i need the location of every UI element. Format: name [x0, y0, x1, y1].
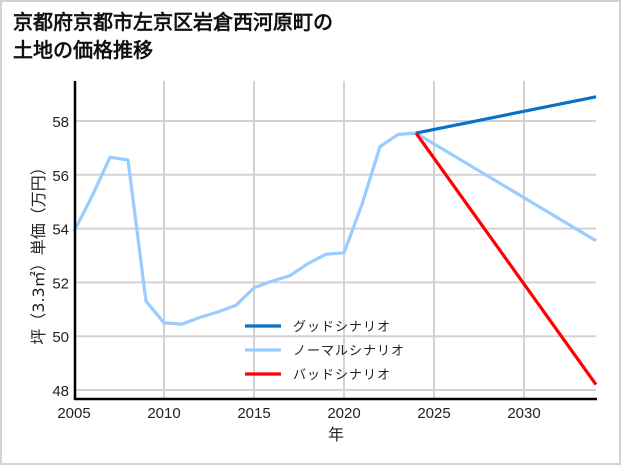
- series-line-2: [414, 132, 598, 386]
- x-axis-label: 年: [328, 425, 344, 444]
- legend-label: バッドシナリオ: [293, 368, 391, 383]
- x-tick-label: 2020: [327, 405, 360, 422]
- series-line-1: [72, 131, 597, 326]
- legend-label: グッドシナリオ: [293, 320, 391, 335]
- chart-title-line1: 京都府京都市左京区岩倉西河原町の: [13, 10, 333, 34]
- chart-title: 京都府京都市左京区岩倉西河原町の 土地の価格推移: [13, 8, 333, 64]
- y-tick-label: 54: [52, 222, 69, 239]
- chart-title-line2: 土地の価格推移: [13, 38, 153, 62]
- legend-label: ノーマルシナリオ: [293, 344, 405, 359]
- series-line-0: [415, 95, 597, 135]
- y-tick-labels: 48 50 52 54 56 58: [52, 114, 69, 400]
- axes: [73, 81, 597, 401]
- y-tick-label: 52: [52, 275, 69, 292]
- x-tick-label: 2030: [507, 405, 540, 422]
- x-tick-labels: 2005 2010 2015 2020 2025 2030: [57, 405, 540, 422]
- y-tick-label: 58: [52, 114, 69, 131]
- y-tick-label: 48: [52, 383, 69, 400]
- y-tick-label: 56: [52, 168, 69, 185]
- y-tick-label: 50: [52, 329, 69, 346]
- grid-lines: [75, 81, 596, 399]
- y-axis-label: 坪（3.3㎡）単価（万円）: [29, 159, 48, 344]
- x-tick-label: 2005: [57, 405, 90, 422]
- x-tick-label: 2015: [237, 405, 270, 422]
- x-tick-label: 2010: [147, 405, 180, 422]
- data-series: [72, 95, 598, 386]
- x-tick-label: 2025: [417, 405, 450, 422]
